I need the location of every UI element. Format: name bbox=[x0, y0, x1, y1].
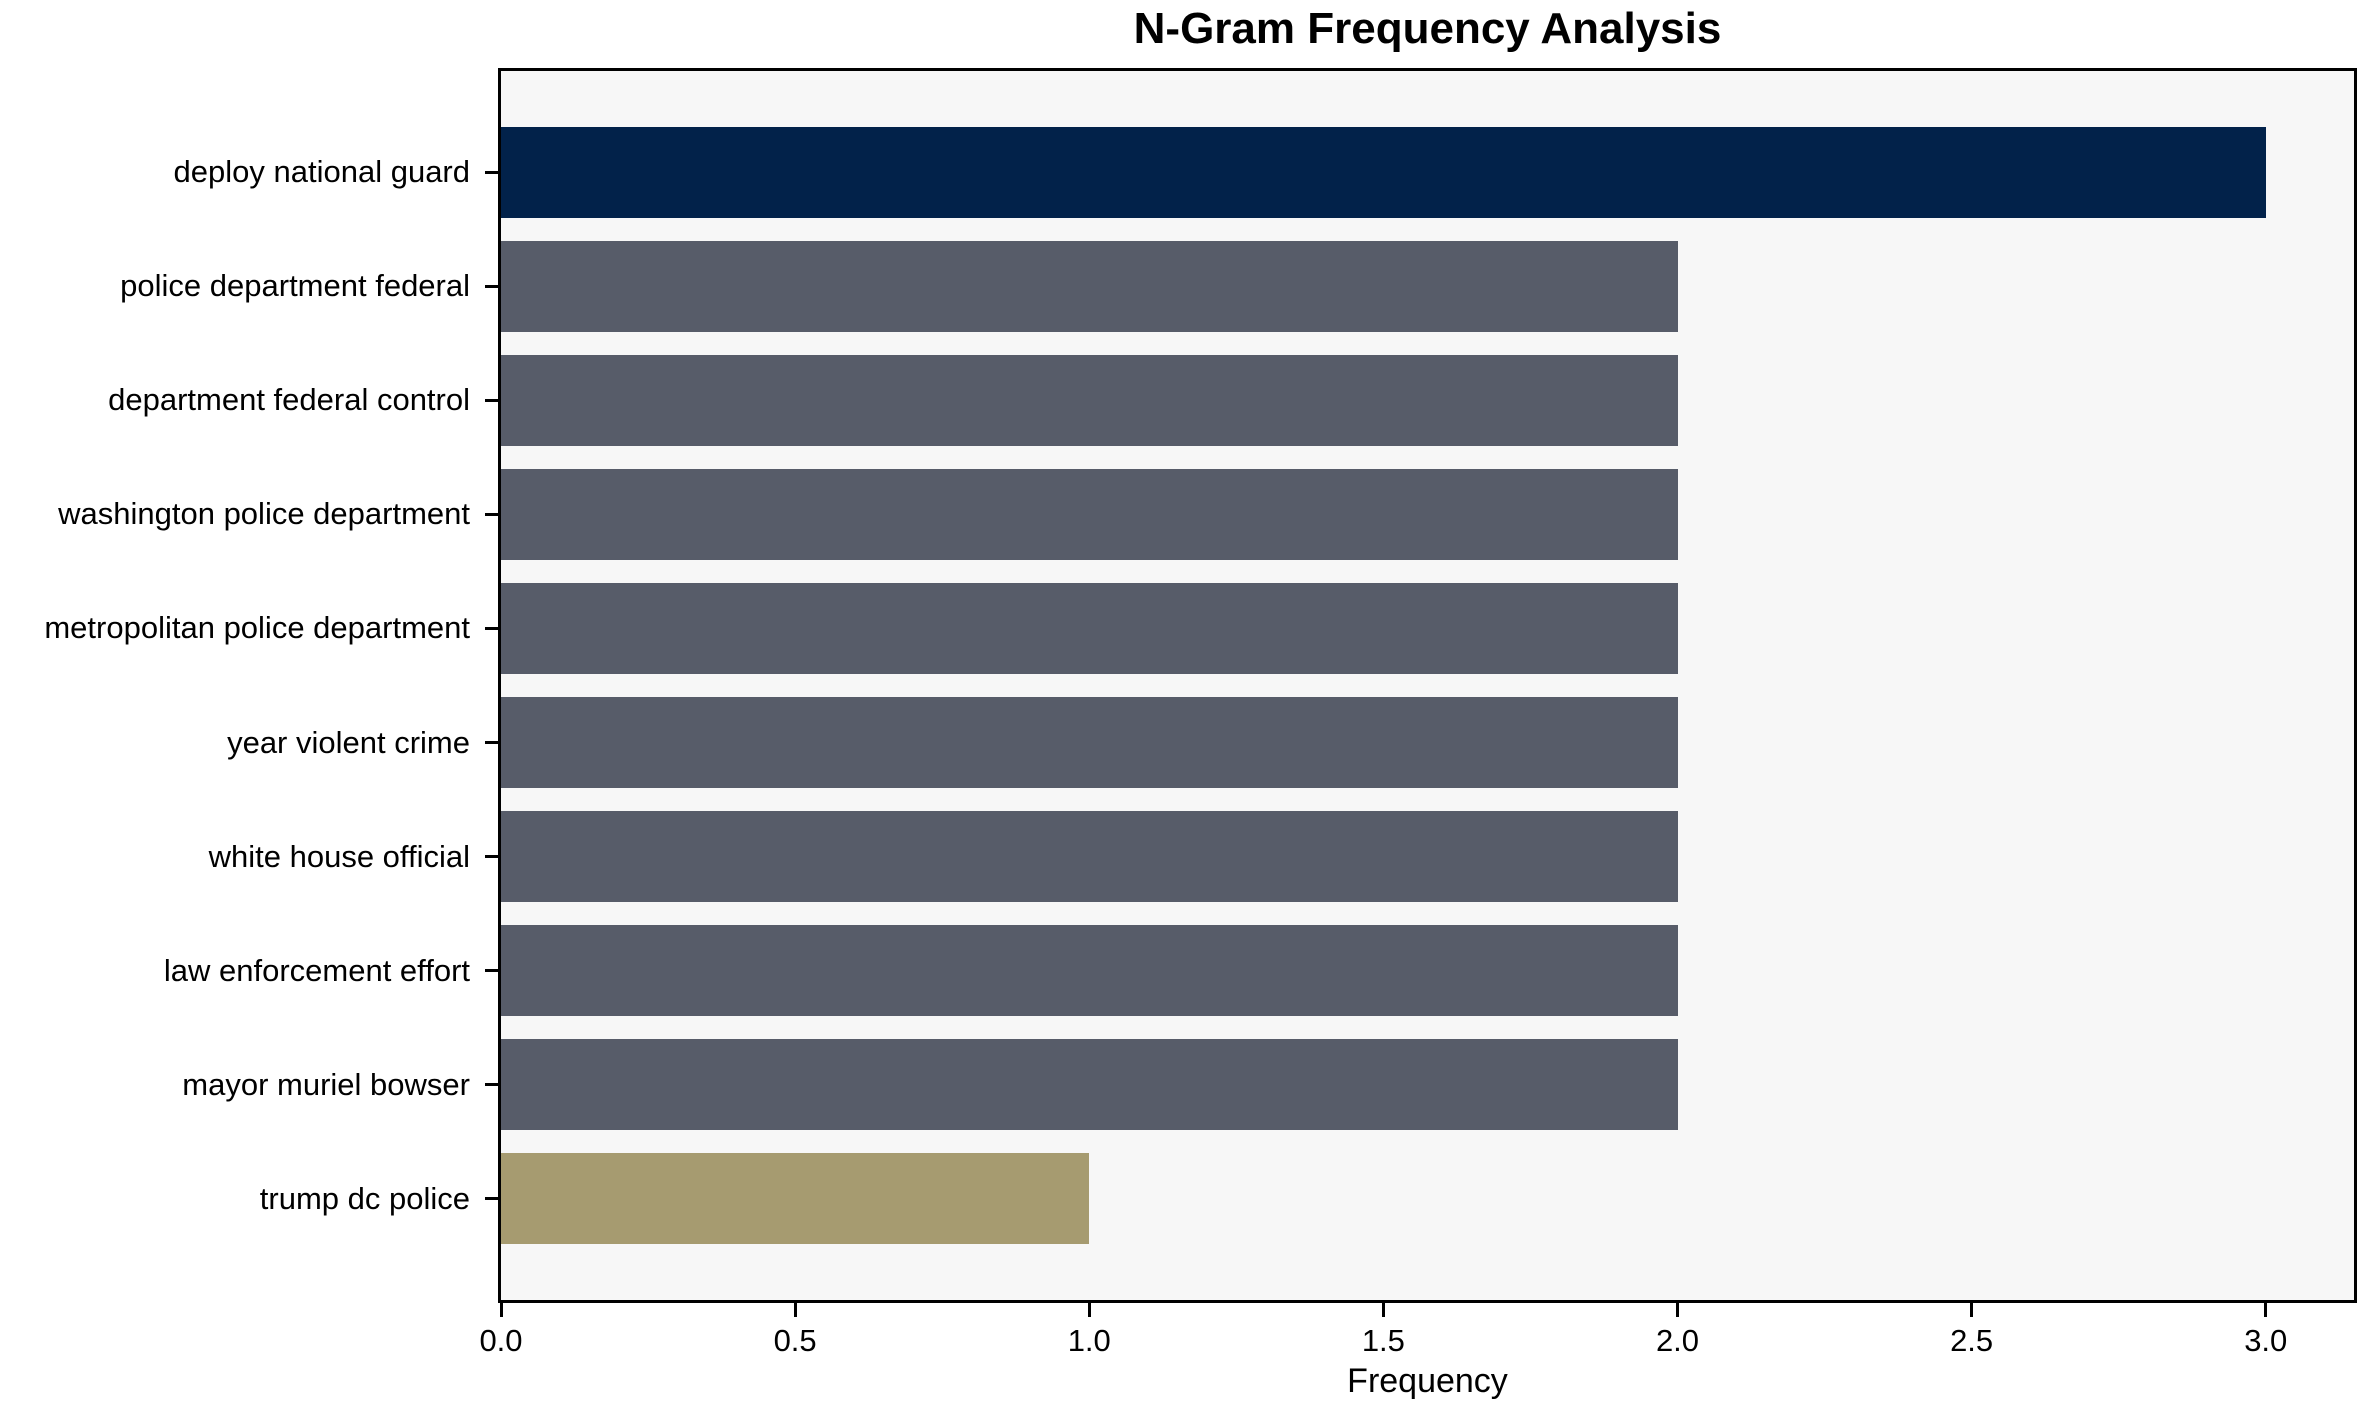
x-tick-mark bbox=[793, 1303, 797, 1317]
y-tick-mark bbox=[485, 1083, 498, 1087]
y-axis-label-department-federal-control: department federal control bbox=[108, 382, 470, 418]
x-tick-mark bbox=[2264, 1303, 2268, 1317]
x-tick-label: 1.5 bbox=[1361, 1323, 1405, 1358]
x-tick-mark bbox=[1381, 1303, 1385, 1317]
x-tick-label: 2.0 bbox=[1655, 1323, 1700, 1358]
bar-department-federal-control bbox=[501, 354, 1678, 447]
bar-washington-police-department bbox=[501, 468, 1678, 561]
x-tick-label: 0.5 bbox=[773, 1323, 817, 1358]
bar-mayor-muriel-bowser bbox=[501, 1038, 1678, 1131]
bar-deploy-national-guard bbox=[501, 126, 2266, 219]
y-tick-mark bbox=[485, 626, 498, 630]
x-tick-mark bbox=[1676, 1303, 1679, 1317]
y-tick-mark bbox=[485, 741, 498, 744]
x-tick-mark bbox=[1970, 1303, 1974, 1317]
x-axis-label: Frequency bbox=[1347, 1362, 1508, 1400]
y-tick-mark bbox=[485, 1197, 498, 1201]
y-axis-label-metropolitan-police-department: metropolitan police department bbox=[44, 610, 470, 646]
bar-trump-dc-police bbox=[501, 1152, 1090, 1245]
x-tick-label: 3.0 bbox=[2244, 1323, 2288, 1358]
y-axis-label-law-enforcement-effort: law enforcement effort bbox=[163, 952, 470, 988]
y-tick-mark bbox=[485, 284, 498, 288]
x-tick-label: 0.0 bbox=[479, 1323, 523, 1358]
plot-area bbox=[498, 68, 2357, 1303]
y-axis-label-mayor-muriel-bowser: mayor muriel bowser bbox=[182, 1066, 470, 1102]
y-tick-mark bbox=[485, 855, 498, 858]
y-tick-mark bbox=[485, 398, 498, 402]
bar-police-department-federal bbox=[501, 240, 1678, 333]
y-axis-label-police-department-federal: police department federal bbox=[120, 268, 470, 304]
y-axis-label-washington-police-department: washington police department bbox=[58, 496, 470, 532]
y-tick-mark bbox=[485, 969, 498, 973]
bar-law-enforcement-effort bbox=[501, 924, 1678, 1017]
bar-year-violent-crime bbox=[501, 696, 1678, 789]
x-tick-label: 2.5 bbox=[1950, 1323, 1994, 1358]
y-axis-label-year-violent-crime: year violent crime bbox=[227, 724, 470, 760]
x-tick-label: 1.0 bbox=[1067, 1323, 1111, 1358]
x-tick-mark bbox=[499, 1303, 503, 1317]
y-axis-label-deploy-national-guard: deploy national guard bbox=[173, 154, 470, 190]
chart-title: N-Gram Frequency Analysis bbox=[1133, 4, 1722, 53]
bar-white-house-official bbox=[501, 810, 1678, 903]
y-tick-mark bbox=[485, 512, 498, 516]
bar-metropolitan-police-department bbox=[501, 582, 1678, 675]
y-axis-label-white-house-official: white house official bbox=[208, 838, 470, 874]
y-tick-mark bbox=[485, 170, 498, 174]
x-tick-mark bbox=[1087, 1303, 1091, 1317]
y-axis-label-trump-dc-police: trump dc police bbox=[259, 1180, 470, 1216]
